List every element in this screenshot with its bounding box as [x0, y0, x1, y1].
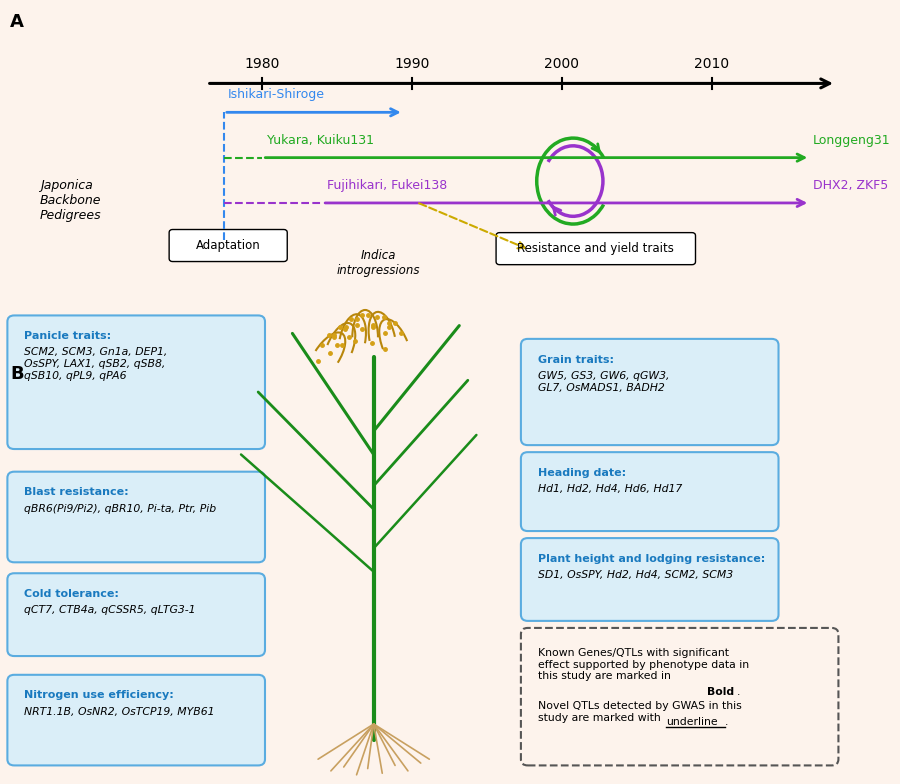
Text: Known Genes/QTLs with significant
effect supported by phenotype data in
this stu: Known Genes/QTLs with significant effect…: [538, 648, 749, 681]
Text: Indica
introgressions: Indica introgressions: [337, 249, 419, 277]
Text: 1980: 1980: [245, 57, 280, 71]
FancyBboxPatch shape: [7, 675, 265, 765]
Text: Panicle traits:: Panicle traits:: [24, 331, 112, 341]
Text: 1990: 1990: [394, 57, 430, 71]
Text: Nitrogen use efficiency:: Nitrogen use efficiency:: [24, 691, 175, 700]
Text: Japonica
Backbone
Pedigrees: Japonica Backbone Pedigrees: [40, 179, 102, 222]
Text: 2000: 2000: [544, 57, 580, 71]
Text: .: .: [736, 688, 740, 697]
Text: qBR6(Pi9/Pi2), qBR10, Pi-ta, Ptr, Pib: qBR6(Pi9/Pi2), qBR10, Pi-ta, Ptr, Pib: [24, 503, 217, 514]
Text: DHX2, ZKF5: DHX2, ZKF5: [813, 179, 888, 192]
Text: Novel QTLs detected by GWAS in this
study are marked with: Novel QTLs detected by GWAS in this stud…: [538, 702, 742, 723]
FancyBboxPatch shape: [7, 472, 265, 562]
Text: Ishikari-Shiroge: Ishikari-Shiroge: [229, 89, 325, 101]
FancyBboxPatch shape: [7, 573, 265, 656]
FancyBboxPatch shape: [496, 233, 696, 265]
Text: B: B: [10, 365, 23, 383]
Text: qCT7, CTB4a, qCSSR5, qLTG3-1: qCT7, CTB4a, qCSSR5, qLTG3-1: [24, 605, 196, 615]
Text: Blast resistance:: Blast resistance:: [24, 488, 129, 497]
Text: Cold tolerance:: Cold tolerance:: [24, 589, 120, 599]
Text: Longgeng31: Longgeng31: [813, 134, 890, 147]
FancyBboxPatch shape: [521, 538, 778, 621]
Text: Bold: Bold: [707, 688, 734, 697]
Text: 2010: 2010: [694, 57, 729, 71]
FancyBboxPatch shape: [169, 230, 287, 262]
Text: Yukara, Kuiku131: Yukara, Kuiku131: [266, 134, 374, 147]
FancyBboxPatch shape: [7, 315, 265, 449]
Text: Plant height and lodging resistance:: Plant height and lodging resistance:: [538, 554, 765, 564]
Text: Adaptation: Adaptation: [196, 239, 261, 252]
Text: Heading date:: Heading date:: [538, 468, 626, 477]
Text: SCM2, SCM3, Gn1a, DEP1,
OsSPY, LAX1, qSB2, qSB8,
qSB10, qPL9, qPA6: SCM2, SCM3, Gn1a, DEP1, OsSPY, LAX1, qSB…: [24, 347, 168, 381]
FancyBboxPatch shape: [521, 339, 778, 445]
Text: .: .: [724, 717, 728, 727]
Text: Resistance and yield traits: Resistance and yield traits: [518, 242, 674, 255]
FancyBboxPatch shape: [521, 452, 778, 531]
Text: SD1, OsSPY, Hd2, Hd4, SCM2, SCM3: SD1, OsSPY, Hd2, Hd4, SCM2, SCM3: [538, 570, 733, 580]
Text: Fujihikari, Fukei138: Fujihikari, Fukei138: [327, 179, 447, 192]
Text: Grain traits:: Grain traits:: [538, 354, 614, 365]
Text: underline: underline: [666, 717, 718, 727]
Text: NRT1.1B, OsNR2, OsTCP19, MYB61: NRT1.1B, OsNR2, OsTCP19, MYB61: [24, 707, 215, 717]
Text: A: A: [10, 13, 23, 31]
Text: Hd1, Hd2, Hd4, Hd6, Hd17: Hd1, Hd2, Hd4, Hd6, Hd17: [538, 485, 682, 494]
FancyBboxPatch shape: [521, 628, 839, 765]
Text: GW5, GS3, GW6, qGW3,
GL7, OsMADS1, BADH2: GW5, GS3, GW6, qGW3, GL7, OsMADS1, BADH2: [538, 371, 670, 393]
